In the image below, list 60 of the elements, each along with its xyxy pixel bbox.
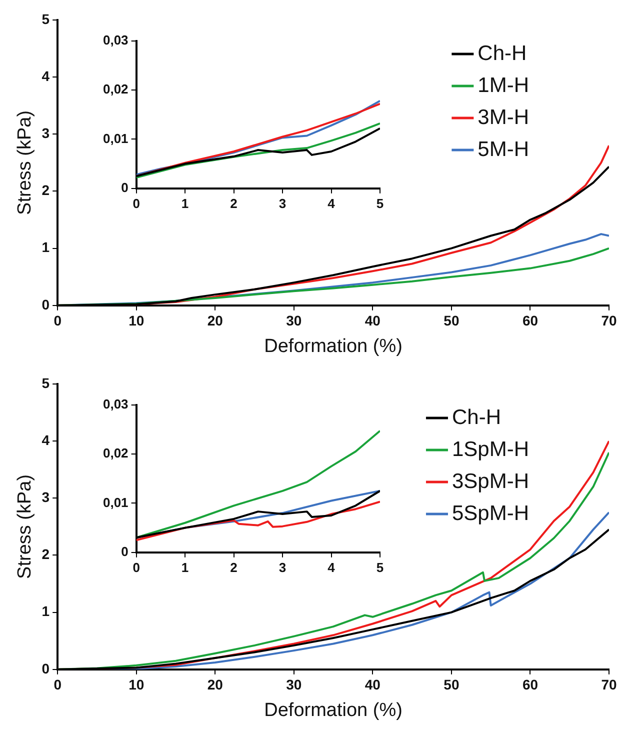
y-tick-label: 0: [121, 544, 128, 559]
x-tick-label: 4: [328, 196, 336, 211]
y-tick-label: 0,02: [102, 82, 128, 97]
x-tick-label: 30: [286, 676, 302, 693]
x-tick-label: 0: [132, 560, 140, 575]
x-tick-label: 5: [376, 196, 384, 211]
y-tick-label: 3: [42, 125, 50, 142]
x-tick-label: 40: [364, 676, 381, 693]
y-tick-label: 2: [42, 546, 50, 562]
y-tick-label: 0: [42, 296, 50, 312]
x-tick-label: 70: [601, 676, 617, 693]
x-tick-label: 20: [207, 676, 224, 693]
y-tick-label: 5: [42, 374, 50, 391]
x-tick-label: 10: [128, 312, 144, 329]
x-tick-label: 50: [444, 312, 460, 329]
x-tick-label: 0: [54, 312, 62, 329]
y-axis-title: Stress (kPa): [14, 474, 36, 579]
legend-label: Ch-H: [478, 42, 527, 65]
x-tick-label: 50: [444, 676, 460, 693]
y-tick-label: 0,01: [102, 494, 128, 510]
legend-label: 3SpM-H: [452, 470, 530, 493]
legend-label: 3M-H: [478, 106, 530, 129]
y-tick-label: 0,03: [102, 396, 128, 412]
legend-label: 1SpM-H: [452, 438, 530, 461]
x-tick-label: 30: [286, 312, 302, 329]
x-tick-label: 0: [132, 196, 140, 211]
x-tick-label: 2: [230, 196, 238, 211]
x-axis-title: Deformation (%): [264, 336, 402, 357]
x-tick-label: 2: [230, 560, 238, 575]
legend-label: Ch-H: [452, 406, 501, 429]
y-tick-label: 0,01: [102, 130, 128, 146]
x-tick-label: 4: [328, 560, 336, 575]
y-tick-label: 5: [42, 10, 50, 27]
y-tick-label: 2: [42, 182, 50, 198]
y-tick-label: 4: [42, 68, 50, 84]
x-tick-label: 60: [522, 676, 538, 693]
x-tick-label: 20: [207, 312, 224, 329]
x-tick-label: 10: [128, 676, 144, 693]
x-axis-title: Deformation (%): [264, 700, 402, 721]
x-tick-label: 1: [181, 196, 189, 211]
y-tick-label: 0: [121, 180, 128, 195]
x-tick-label: 5: [376, 560, 384, 575]
x-tick-label: 3: [278, 560, 286, 575]
y-tick-label: 3: [42, 489, 50, 506]
y-tick-label: 0,02: [102, 446, 128, 461]
y-tick-label: 0: [42, 660, 50, 676]
x-tick-label: 0: [54, 676, 62, 693]
y-tick-label: 1: [42, 239, 50, 256]
x-tick-label: 1: [181, 560, 189, 575]
x-tick-label: 3: [278, 196, 286, 211]
legend-label: 5SpM-H: [452, 502, 530, 525]
x-tick-label: 70: [601, 312, 617, 329]
x-tick-label: 60: [522, 312, 538, 329]
legend-label: 5M-H: [478, 138, 530, 161]
legend-label: 1M-H: [478, 74, 530, 97]
y-tick-label: 0,03: [102, 32, 128, 48]
x-tick-label: 40: [364, 312, 381, 329]
y-axis-title: Stress (kPa): [14, 110, 36, 215]
y-tick-label: 1: [42, 603, 50, 620]
y-tick-label: 4: [42, 432, 50, 448]
